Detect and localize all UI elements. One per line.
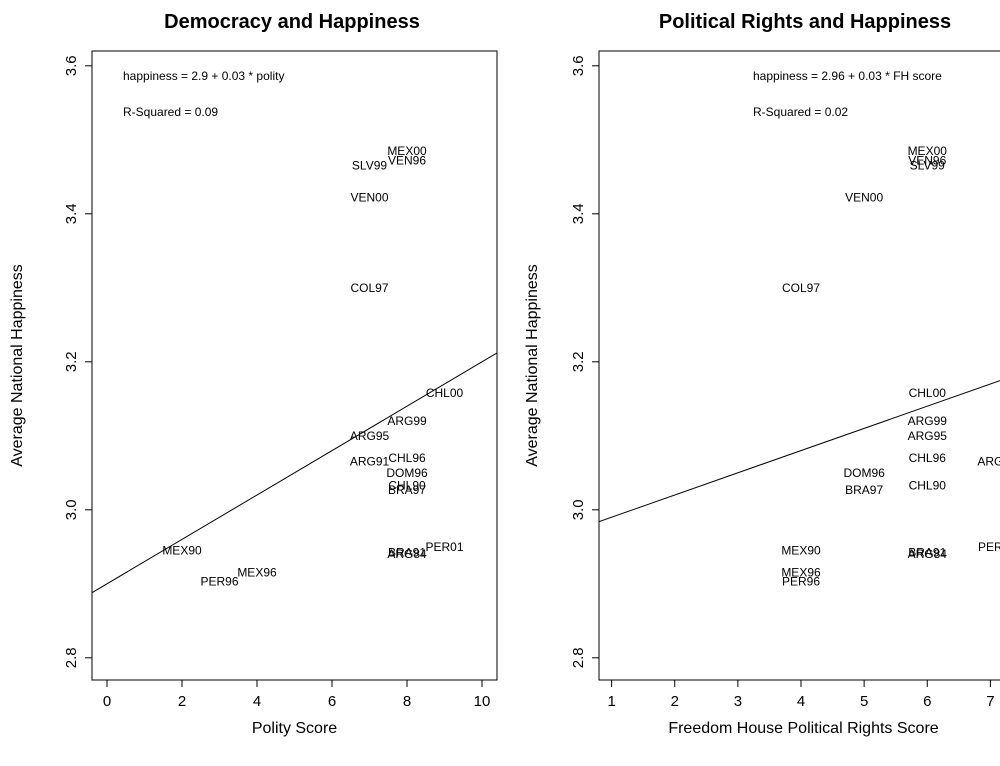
x-tick-label: 2: [178, 693, 186, 710]
r-squared-label: R-Squared = 0.09: [123, 105, 218, 119]
point-label-arg95: ARG95: [350, 429, 390, 443]
point-label-ven00: VEN00: [350, 191, 388, 205]
point-label-col97: COL97: [782, 281, 820, 295]
point-label-bra97: BRA97: [388, 483, 426, 497]
x-tick-label: 6: [923, 693, 931, 710]
plot-frame: [91, 50, 498, 681]
point-label-dom96: DOM96: [843, 466, 885, 480]
point-label-per96: PER96: [782, 575, 820, 589]
y-axis-title: Average National Happiness: [524, 264, 541, 467]
y-tick-label: 3.0: [63, 499, 80, 520]
regression-equation: happiness = 2.96 + 0.03 * FH score: [753, 69, 942, 83]
y-tick-label: 3.0: [570, 499, 587, 520]
y-tick-label: 3.4: [570, 203, 587, 224]
point-label-chl00: CHL00: [909, 386, 947, 400]
point-label-slv99: SLV99: [910, 159, 945, 173]
point-label-ven00: VEN00: [845, 191, 883, 205]
point-label-arg91: ARG91: [350, 455, 390, 469]
y-tick-label: 2.8: [63, 647, 80, 668]
point-label-ven96: VEN96: [388, 154, 426, 168]
point-label-chl90: CHL90: [909, 478, 947, 492]
point-label-ven96: VEN96: [908, 154, 946, 168]
point-label-chl90: CHL90: [388, 478, 426, 492]
point-label-bra91: BRA91: [388, 546, 426, 560]
y-tick-label: 3.4: [63, 203, 80, 224]
chart-title: Political Rights and Happiness: [659, 11, 951, 33]
regression-line: [599, 380, 1000, 523]
regression-equation: happiness = 2.9 + 0.03 * polity: [123, 69, 284, 83]
point-label-arg: ARG: [977, 455, 1000, 469]
y-tick-label: 2.8: [570, 647, 587, 668]
x-axis-title: Freedom House Political Rights Score: [668, 720, 938, 737]
democracy-happiness-panel: Democracy and Happiness 0 2 4 6 8 10 2.8 3.0 3.2 3…: [9, 11, 498, 737]
regression-line: [92, 352, 497, 594]
point-label-mex90: MEX90: [781, 544, 821, 558]
point-label-mex96: MEX96: [237, 566, 277, 580]
x-tick-label: 10: [474, 693, 491, 710]
point-label-per01: PER01: [425, 540, 463, 554]
point-label-chl96: CHL96: [388, 451, 426, 465]
point-label-chl96: CHL96: [909, 451, 947, 465]
x-tick-label: 3: [734, 693, 742, 710]
x-tick-label: 1: [607, 693, 615, 710]
x-tick-label: 4: [253, 693, 261, 710]
point-label-mex00: MEX00: [908, 144, 948, 158]
x-tick-label: 7: [986, 693, 994, 710]
x-tick-label: 0: [103, 693, 111, 710]
point-label-slv99: SLV99: [352, 159, 387, 173]
point-label-mex00: MEX00: [387, 144, 427, 158]
y-axis-title: Average National Happiness: [9, 264, 26, 467]
y-tick-label: 3.6: [570, 55, 587, 76]
point-label-per96: PER96: [200, 575, 238, 589]
y-tick-label: 3.6: [63, 55, 80, 76]
chart-title: Democracy and Happiness: [164, 11, 420, 33]
x-tick-label: 6: [328, 693, 336, 710]
x-tick-label: 2: [671, 693, 679, 710]
x-tick-label: 5: [860, 693, 868, 710]
point-label-mex96: MEX96: [781, 566, 821, 580]
point-label-arg84: ARG84: [387, 547, 427, 561]
point-label-mex90: MEX90: [162, 544, 202, 558]
y-tick-label: 3.2: [570, 351, 587, 372]
point-label-bra91: BRA91: [908, 546, 946, 560]
point-label-per: PER: [978, 540, 1000, 554]
point-label-chl00: CHL00: [426, 386, 464, 400]
x-tick-label: 4: [797, 693, 805, 710]
point-label-arg99: ARG99: [387, 414, 427, 428]
point-label-bra97: BRA97: [845, 483, 883, 497]
point-label-col97: COL97: [350, 281, 388, 295]
point-label-dom96: DOM96: [386, 466, 428, 480]
r-squared-label: R-Squared = 0.02: [753, 105, 848, 119]
point-label-arg99: ARG99: [908, 414, 948, 428]
point-label-arg84: ARG84: [908, 547, 948, 561]
y-tick-label: 3.2: [63, 351, 80, 372]
x-axis-title: Polity Score: [252, 720, 337, 737]
political-rights-happiness-panel: Political Rights and Happiness 1 2 3 4 5 6 7 2.8…: [524, 11, 1000, 737]
x-tick-label: 8: [403, 693, 411, 710]
point-label-arg95: ARG95: [908, 429, 948, 443]
